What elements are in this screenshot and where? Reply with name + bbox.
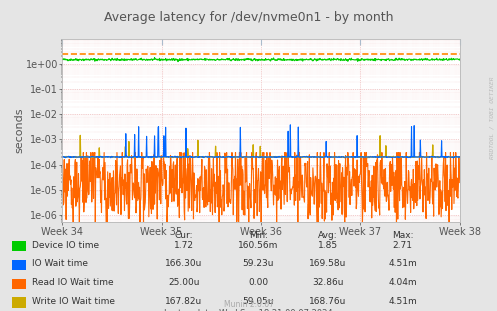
Text: RRDTOOL / TOBI OETIKER: RRDTOOL / TOBI OETIKER (490, 77, 495, 160)
Text: Max:: Max: (392, 231, 414, 240)
Text: Read IO Wait time: Read IO Wait time (32, 278, 114, 287)
Text: 1.72: 1.72 (174, 241, 194, 250)
FancyBboxPatch shape (12, 260, 26, 270)
Text: 59.05u: 59.05u (243, 297, 274, 306)
FancyBboxPatch shape (12, 297, 26, 308)
Text: Device IO time: Device IO time (32, 241, 99, 250)
Text: 2.71: 2.71 (393, 241, 413, 250)
Text: 32.86u: 32.86u (312, 278, 344, 287)
Text: 25.00u: 25.00u (168, 278, 200, 287)
Text: 0.00: 0.00 (248, 278, 268, 287)
Text: 160.56m: 160.56m (238, 241, 279, 250)
Text: 167.82u: 167.82u (166, 297, 202, 306)
Text: Write IO Wait time: Write IO Wait time (32, 297, 115, 306)
Text: Cur:: Cur: (174, 231, 193, 240)
Text: 4.51m: 4.51m (388, 297, 417, 306)
Text: 168.76u: 168.76u (309, 297, 347, 306)
Text: IO Wait time: IO Wait time (32, 259, 88, 268)
Text: 4.51m: 4.51m (388, 259, 417, 268)
FancyBboxPatch shape (12, 241, 26, 251)
FancyBboxPatch shape (12, 279, 26, 289)
Text: Average latency for /dev/nvme0n1 - by month: Average latency for /dev/nvme0n1 - by mo… (104, 11, 393, 24)
Text: 166.30u: 166.30u (165, 259, 203, 268)
Text: Munin 2.0.67: Munin 2.0.67 (224, 300, 273, 309)
Text: Last update: Wed Sep 18 21:00:07 2024: Last update: Wed Sep 18 21:00:07 2024 (164, 309, 333, 311)
Text: Min:: Min: (249, 231, 268, 240)
Text: 169.58u: 169.58u (309, 259, 347, 268)
Text: 4.04m: 4.04m (388, 278, 417, 287)
Text: 1.85: 1.85 (318, 241, 338, 250)
Text: Avg:: Avg: (318, 231, 338, 240)
Text: 59.23u: 59.23u (243, 259, 274, 268)
Y-axis label: seconds: seconds (14, 108, 24, 153)
